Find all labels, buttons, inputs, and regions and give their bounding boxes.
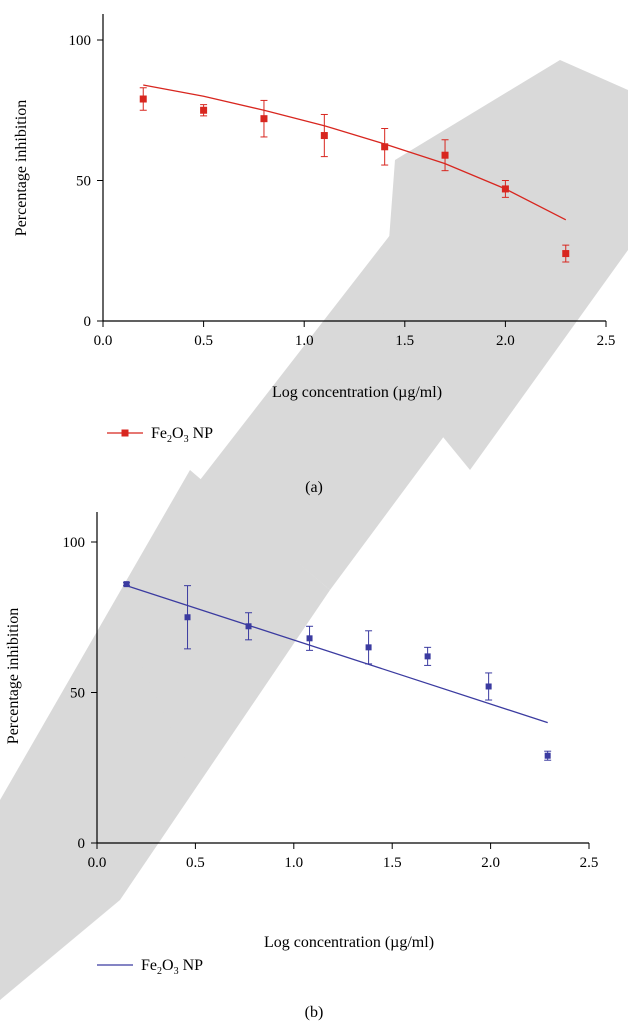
x-tick-label: 1.0 [295, 333, 314, 349]
legend-text-part: Fe [141, 957, 157, 974]
data-point [424, 646, 432, 666]
y-tick-label: 100 [63, 535, 86, 551]
marker-square [260, 115, 268, 123]
chart-panel-a: 0.0 0.5 1.0 1.5 2.0 2.5 0 50 100 Percentage inhi… [13, 14, 615, 496]
retracted-watermark [0, 60, 628, 1000]
legend-a: Fe2O3 NP [107, 425, 213, 445]
x-tick-label: 1.0 [284, 855, 303, 871]
data-point [562, 244, 570, 263]
legend-subscript: 3 [184, 434, 189, 445]
legend-subscript: 3 [174, 966, 179, 977]
marker-square [200, 106, 208, 114]
data-points-a [139, 87, 570, 263]
fit-line-b [126, 584, 548, 724]
marker-square [544, 752, 551, 759]
legend-marker [121, 429, 129, 437]
y-axis-title-a: Percentage inhibition [13, 100, 30, 236]
marker-square [184, 614, 191, 621]
x-tick-label: 0.5 [194, 333, 213, 349]
data-point [200, 104, 208, 117]
marker-square [381, 143, 389, 151]
legend-b: Fe2O3 NP [97, 957, 203, 977]
x-axis-title-b: Log concentration (µg/ml) [264, 934, 434, 951]
legend-label: Fe2O3 NP [151, 425, 213, 445]
ticks-a: 0.0 0.5 1.0 1.5 2.0 2.5 0 50 100 [69, 33, 616, 349]
marker-square [139, 95, 147, 103]
marker-square [441, 151, 449, 159]
data-point [245, 612, 253, 641]
data-point [320, 113, 328, 158]
x-tick-label: 2.5 [580, 855, 599, 871]
fit-line-a [143, 84, 567, 221]
y-tick-label: 100 [69, 33, 92, 49]
data-point [184, 585, 192, 650]
axes-a [102, 14, 606, 322]
x-tick-label: 2.0 [496, 333, 515, 349]
legend-subscript: 2 [167, 434, 172, 445]
marker-square [123, 581, 130, 588]
x-tick-label: 0.5 [186, 855, 205, 871]
marker-square [485, 683, 492, 690]
x-axis-title-a: Log concentration (µg/ml) [272, 384, 442, 401]
data-point [381, 128, 389, 166]
fit-line [126, 584, 548, 724]
x-tick-label: 1.5 [383, 855, 402, 871]
data-point [441, 139, 449, 172]
legend-subscript: 2 [157, 966, 162, 977]
marker-square [562, 250, 570, 258]
legend-text-part: O [172, 425, 184, 442]
x-tick-label: 1.5 [395, 333, 414, 349]
legend-label: Fe2O3 NP [141, 957, 203, 977]
data-point [123, 581, 131, 588]
y-tick-label: 0 [78, 836, 86, 852]
marker-square [501, 185, 509, 193]
y-tick-label: 50 [70, 686, 85, 702]
data-point [501, 180, 509, 198]
x-tick-label: 0.0 [94, 333, 113, 349]
legend-text-part: Fe [151, 425, 167, 442]
marker-square [365, 644, 372, 651]
marker-square [424, 653, 431, 660]
legend-text-part: NP [189, 425, 214, 442]
chart-panel-b: 0.0 0.5 1.0 1.5 2.0 2.5 0 50 100 Percentage inhi… [5, 512, 598, 1021]
data-point [544, 750, 552, 761]
panel-label-b: (b) [305, 1004, 324, 1021]
ticks-b: 0.0 0.5 1.0 1.5 2.0 2.5 0 50 100 [63, 535, 599, 871]
data-points-b [123, 581, 552, 761]
y-tick-label: 0 [84, 314, 92, 330]
data-point [365, 630, 373, 665]
axes-b [96, 512, 589, 844]
data-point [260, 99, 268, 138]
data-point [139, 87, 147, 111]
x-tick-label: 0.0 [88, 855, 107, 871]
y-tick-label: 50 [76, 174, 91, 190]
fit-line [143, 84, 567, 221]
panel-label-a: (a) [305, 479, 323, 496]
marker-square [306, 635, 313, 642]
marker-square [320, 132, 328, 140]
legend-text-part: O [162, 957, 174, 974]
legend-text-part: NP [179, 957, 204, 974]
data-point [485, 672, 493, 701]
data-point [306, 625, 314, 651]
marker-square [245, 623, 252, 630]
x-tick-label: 2.0 [481, 855, 500, 871]
y-axis-title-b: Percentage inhibition [5, 608, 22, 744]
x-tick-label: 2.5 [597, 333, 616, 349]
